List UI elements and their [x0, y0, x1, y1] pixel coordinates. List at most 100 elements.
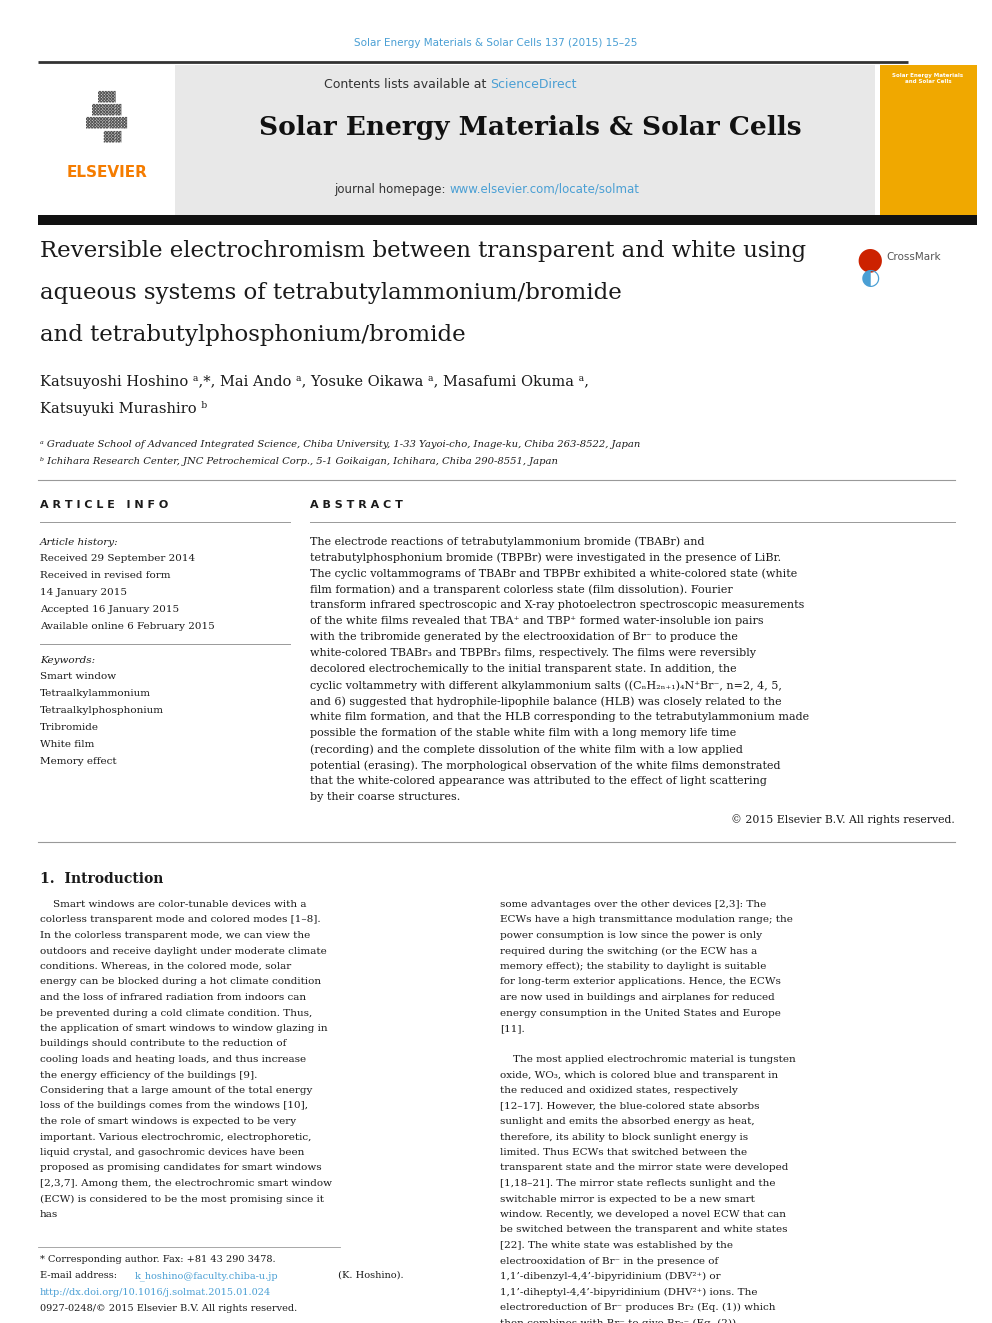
Text: power consumption is low since the power is only: power consumption is low since the power… — [500, 931, 762, 941]
Bar — [175, 65, 875, 216]
Text: ▓▓▓
▓▓▓▓▓
▓▓▓▓▓▓▓
  ▓▓▓: ▓▓▓ ▓▓▓▓▓ ▓▓▓▓▓▓▓ ▓▓▓ — [86, 90, 128, 142]
Text: the application of smart windows to window glazing in: the application of smart windows to wind… — [40, 1024, 327, 1033]
Text: decolored electrochemically to the initial transparent state. In addition, the: decolored electrochemically to the initi… — [310, 664, 737, 673]
Text: ●: ● — [857, 245, 883, 274]
Text: Solar Energy Materials & Solar Cells 137 (2015) 15–25: Solar Energy Materials & Solar Cells 137… — [354, 38, 638, 48]
Text: liquid crystal, and gasochromic devices have been: liquid crystal, and gasochromic devices … — [40, 1148, 305, 1158]
Text: ECWs have a high transmittance modulation range; the: ECWs have a high transmittance modulatio… — [500, 916, 793, 925]
Text: sunlight and emits the absorbed energy as heat,: sunlight and emits the absorbed energy a… — [500, 1117, 755, 1126]
Text: [2,3,7]. Among them, the electrochromic smart window: [2,3,7]. Among them, the electrochromic … — [40, 1179, 332, 1188]
Text: that the white-colored appearance was attributed to the effect of light scatteri: that the white-colored appearance was at… — [310, 777, 767, 786]
Text: be switched between the transparent and white states: be switched between the transparent and … — [500, 1225, 788, 1234]
Text: Received in revised form: Received in revised form — [40, 572, 171, 579]
Text: film formation) and a transparent colorless state (film dissolution). Fourier: film formation) and a transparent colorl… — [310, 583, 733, 594]
Text: of the white films revealed that TBA⁺ and TBP⁺ formed water-insoluble ion pairs: of the white films revealed that TBA⁺ an… — [310, 617, 764, 626]
Text: be prevented during a cold climate condition. Thus,: be prevented during a cold climate condi… — [40, 1008, 312, 1017]
Text: and 6) suggested that hydrophile-lipophile balance (HLB) was closely related to : and 6) suggested that hydrophile-lipophi… — [310, 696, 782, 706]
Text: then combines with Br⁻ to give Br₃⁻ (Eq. (2)): then combines with Br⁻ to give Br₃⁻ (Eq.… — [500, 1319, 736, 1323]
Text: Reversible electrochromism between transparent and white using: Reversible electrochromism between trans… — [40, 239, 806, 262]
Text: has: has — [40, 1211, 59, 1218]
Text: Tetraalkylphosphonium: Tetraalkylphosphonium — [40, 706, 164, 714]
Text: White film: White film — [40, 740, 94, 749]
Text: outdoors and receive daylight under moderate climate: outdoors and receive daylight under mode… — [40, 946, 326, 955]
Text: cyclic voltammetry with different alkylammonium salts ((CₙH₂ₙ₊₁)₄N⁺Br⁻, n=2, 4, : cyclic voltammetry with different alkyla… — [310, 680, 782, 691]
Text: Tetraalkylammonium: Tetraalkylammonium — [40, 689, 151, 699]
Text: switchable mirror is expected to be a new smart: switchable mirror is expected to be a ne… — [500, 1195, 755, 1204]
Text: electrooxidation of Br⁻ in the presence of: electrooxidation of Br⁻ in the presence … — [500, 1257, 718, 1266]
Text: Smart window: Smart window — [40, 672, 116, 681]
Text: A B S T R A C T: A B S T R A C T — [310, 500, 403, 509]
Text: 0927-0248/© 2015 Elsevier B.V. All rights reserved.: 0927-0248/© 2015 Elsevier B.V. All right… — [40, 1304, 298, 1312]
Text: limited. Thus ECWs that switched between the: limited. Thus ECWs that switched between… — [500, 1148, 747, 1158]
Text: ᵃ Graduate School of Advanced Integrated Science, Chiba University, 1-33 Yayoi-c: ᵃ Graduate School of Advanced Integrated… — [40, 441, 641, 448]
Text: Available online 6 February 2015: Available online 6 February 2015 — [40, 622, 214, 631]
Text: [11].: [11]. — [500, 1024, 525, 1033]
Text: the role of smart windows is expected to be very: the role of smart windows is expected to… — [40, 1117, 297, 1126]
Text: the energy efficiency of the buildings [9].: the energy efficiency of the buildings [… — [40, 1070, 257, 1080]
Text: therefore, its ability to block sunlight energy is: therefore, its ability to block sunlight… — [500, 1132, 748, 1142]
Text: proposed as promising candidates for smart windows: proposed as promising candidates for sma… — [40, 1163, 321, 1172]
Text: buildings should contribute to the reduction of: buildings should contribute to the reduc… — [40, 1040, 287, 1049]
Text: ScienceDirect: ScienceDirect — [490, 78, 576, 91]
Text: loss of the buildings comes from the windows [10],: loss of the buildings comes from the win… — [40, 1102, 308, 1110]
Text: the reduced and oxidized states, respectively: the reduced and oxidized states, respect… — [500, 1086, 738, 1095]
Text: (K. Hoshino).: (K. Hoshino). — [335, 1271, 404, 1279]
Text: memory effect); the stability to daylight is suitable: memory effect); the stability to dayligh… — [500, 962, 767, 971]
Text: window. Recently, we developed a novel ECW that can: window. Recently, we developed a novel E… — [500, 1211, 786, 1218]
Text: possible the formation of the stable white film with a long memory life time: possible the formation of the stable whi… — [310, 728, 736, 738]
Text: potential (erasing). The morphological observation of the white films demonstrat: potential (erasing). The morphological o… — [310, 759, 781, 770]
Text: oxide, WO₃, which is colored blue and transparent in: oxide, WO₃, which is colored blue and tr… — [500, 1070, 778, 1080]
Text: CrossMark: CrossMark — [886, 251, 940, 262]
Text: 1,1’-dibenzyl-4,4’-bipyridinium (DBV²⁺) or: 1,1’-dibenzyl-4,4’-bipyridinium (DBV²⁺) … — [500, 1271, 720, 1281]
Text: Keywords:: Keywords: — [40, 656, 95, 665]
Text: http://dx.doi.org/10.1016/j.solmat.2015.01.024: http://dx.doi.org/10.1016/j.solmat.2015.… — [40, 1289, 271, 1297]
Text: cooling loads and heating loads, and thus increase: cooling loads and heating loads, and thu… — [40, 1054, 307, 1064]
Text: Considering that a large amount of the total energy: Considering that a large amount of the t… — [40, 1086, 312, 1095]
Text: journal homepage:: journal homepage: — [333, 183, 449, 196]
Text: © 2015 Elsevier B.V. All rights reserved.: © 2015 Elsevier B.V. All rights reserved… — [731, 814, 955, 824]
Text: white-colored TBABr₃ and TBPBr₃ films, respectively. The films were reversibly: white-colored TBABr₃ and TBPBr₃ films, r… — [310, 648, 756, 658]
Text: * Corresponding author. Fax: +81 43 290 3478.: * Corresponding author. Fax: +81 43 290 … — [40, 1256, 276, 1263]
Bar — [38, 216, 977, 225]
Text: white film formation, and that the HLB corresponding to the tetrabutylammonium m: white film formation, and that the HLB c… — [310, 712, 809, 722]
Text: 1.  Introduction: 1. Introduction — [40, 872, 164, 886]
Text: ᵇ Ichihara Research Center, JNC Petrochemical Corp., 5-1 Goikaigan, Ichihara, Ch: ᵇ Ichihara Research Center, JNC Petroche… — [40, 456, 558, 466]
Text: In the colorless transparent mode, we can view the: In the colorless transparent mode, we ca… — [40, 931, 310, 941]
Text: conditions. Whereas, in the colored mode, solar: conditions. Whereas, in the colored mode… — [40, 962, 292, 971]
Text: A R T I C L E   I N F O: A R T I C L E I N F O — [40, 500, 169, 509]
Text: [1,18–21]. The mirror state reflects sunlight and the: [1,18–21]. The mirror state reflects sun… — [500, 1179, 776, 1188]
Text: with the tribromide generated by the electrooxidation of Br⁻ to produce the: with the tribromide generated by the ele… — [310, 632, 738, 642]
Text: www.elsevier.com/locate/solmat: www.elsevier.com/locate/solmat — [449, 183, 639, 196]
Text: Solar Energy Materials & Solar Cells: Solar Energy Materials & Solar Cells — [259, 115, 802, 140]
Bar — [38, 65, 175, 216]
Text: colorless transparent mode and colored modes [1–8].: colorless transparent mode and colored m… — [40, 916, 320, 925]
Text: k_hoshino@faculty.chiba-u.jp: k_hoshino@faculty.chiba-u.jp — [135, 1271, 279, 1281]
Text: Solar Energy Materials
and Solar Cells: Solar Energy Materials and Solar Cells — [893, 73, 963, 83]
Text: and the loss of infrared radiation from indoors can: and the loss of infrared radiation from … — [40, 994, 307, 1002]
Text: (ECW) is considered to be the most promising since it: (ECW) is considered to be the most promi… — [40, 1195, 324, 1204]
Text: energy can be blocked during a hot climate condition: energy can be blocked during a hot clima… — [40, 978, 321, 987]
Text: [12–17]. However, the blue-colored state absorbs: [12–17]. However, the blue-colored state… — [500, 1102, 760, 1110]
Text: The most applied electrochromic material is tungsten: The most applied electrochromic material… — [500, 1054, 796, 1064]
Text: aqueous systems of tetrabutylammonium/bromide: aqueous systems of tetrabutylammonium/br… — [40, 282, 622, 304]
Text: ELSEVIER: ELSEVIER — [66, 165, 148, 180]
Text: by their coarse structures.: by their coarse structures. — [310, 792, 460, 802]
Text: Article history:: Article history: — [40, 538, 119, 546]
Text: ◐: ◐ — [860, 269, 880, 288]
Text: are now used in buildings and airplanes for reduced: are now used in buildings and airplanes … — [500, 994, 775, 1002]
Text: some advantages over the other devices [2,3]: The: some advantages over the other devices [… — [500, 900, 766, 909]
Text: Tribromide: Tribromide — [40, 722, 99, 732]
Text: Accepted 16 January 2015: Accepted 16 January 2015 — [40, 605, 180, 614]
Text: and tetrabutylphosphonium/bromide: and tetrabutylphosphonium/bromide — [40, 324, 465, 347]
Text: Received 29 September 2014: Received 29 September 2014 — [40, 554, 195, 564]
Text: The electrode reactions of tetrabutylammonium bromide (TBABr) and: The electrode reactions of tetrabutylamm… — [310, 536, 704, 546]
Bar — [880, 65, 977, 216]
Text: The cyclic voltammograms of TBABr and TBPBr exhibited a white-colored state (whi: The cyclic voltammograms of TBABr and TB… — [310, 568, 798, 578]
Text: tetrabutylphosphonium bromide (TBPBr) were investigated in the presence of LiBr.: tetrabutylphosphonium bromide (TBPBr) we… — [310, 552, 781, 562]
Text: 14 January 2015: 14 January 2015 — [40, 587, 127, 597]
Text: electroreduction of Br⁻ produces Br₂ (Eq. (1)) which: electroreduction of Br⁻ produces Br₂ (Eq… — [500, 1303, 776, 1312]
Text: Katsuyuki Murashiro ᵇ: Katsuyuki Murashiro ᵇ — [40, 401, 207, 415]
Text: Contents lists available at: Contents lists available at — [323, 78, 490, 91]
Text: important. Various electrochromic, electrophoretic,: important. Various electrochromic, elect… — [40, 1132, 311, 1142]
Text: transparent state and the mirror state were developed: transparent state and the mirror state w… — [500, 1163, 789, 1172]
